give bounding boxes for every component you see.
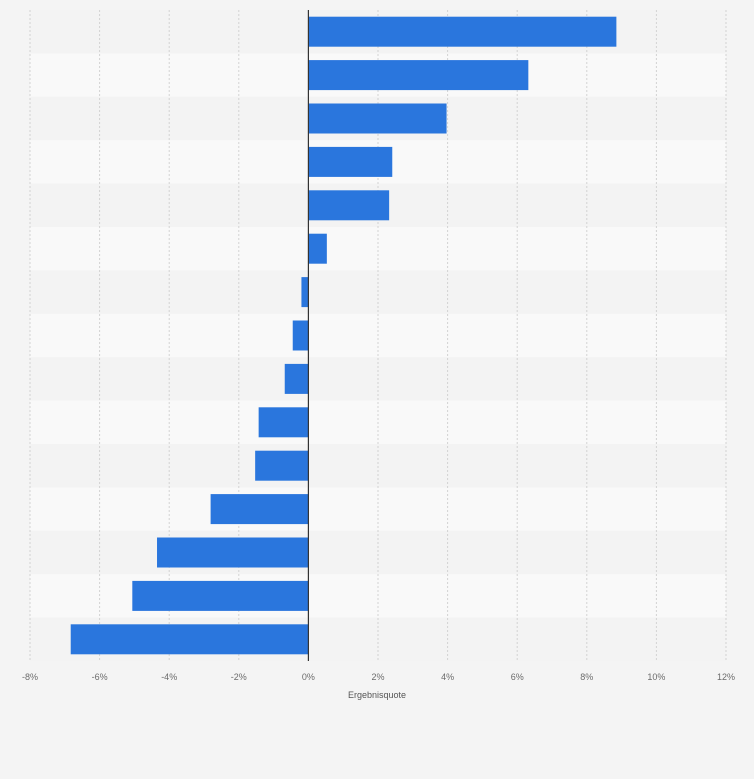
x-tick-label: -2% [231,672,247,682]
x-tick-label: -8% [22,672,38,682]
bar [308,146,393,177]
x-tick-label: 0% [302,672,315,682]
x-tick-label: -6% [92,672,108,682]
bar [210,494,309,525]
bars [70,16,617,655]
x-tick-label: -4% [161,672,177,682]
bar [258,407,309,438]
bar [308,16,617,47]
x-tick-label: 10% [647,672,665,682]
x-tick-label: 6% [511,672,524,682]
bar [308,60,529,91]
bar [70,624,309,655]
bar [157,537,309,568]
bar [292,320,309,351]
bar [308,190,390,221]
row-band [30,487,726,531]
bar [308,103,447,134]
x-tick-label: 4% [441,672,454,682]
bar [255,450,309,481]
x-tick-label: 12% [717,672,735,682]
bar [284,363,309,394]
x-axis-title: Ergebnisquote [348,690,406,700]
bar [308,233,327,264]
bar [132,580,309,611]
x-tick-label: 8% [580,672,593,682]
x-tick-label: 2% [371,672,384,682]
x-tick-labels: -8% -6% -4% -2% 0% 2% 4% 6% 8% 10% 12% [22,672,735,682]
bar [301,277,309,308]
